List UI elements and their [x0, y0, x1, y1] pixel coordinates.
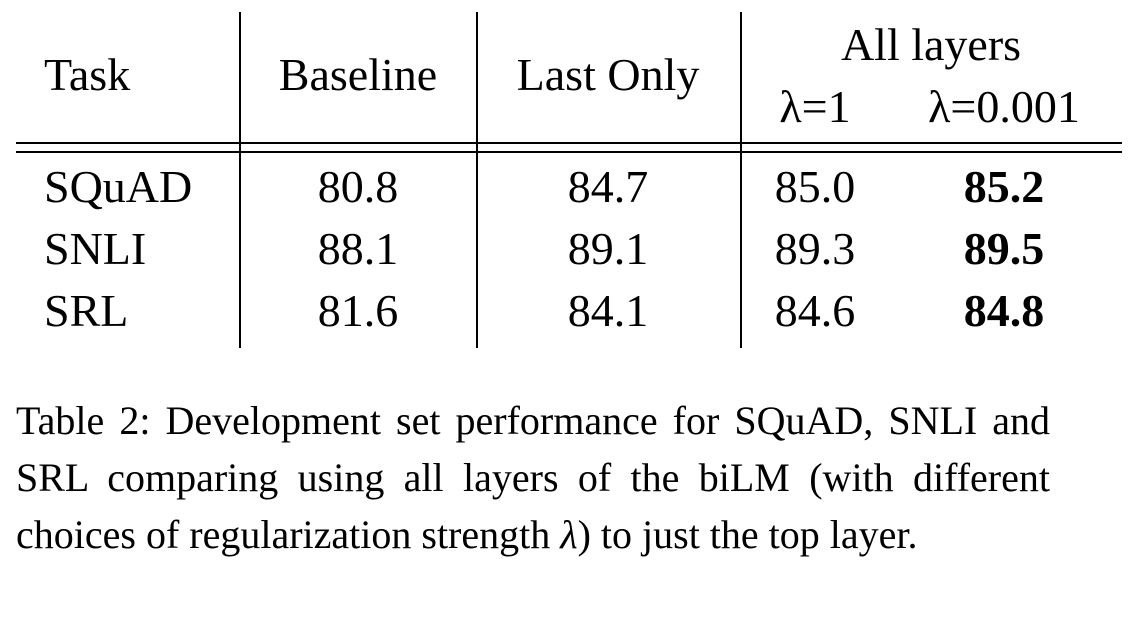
cell-lambda-1: 84.6	[774, 285, 856, 336]
caption-text-end: ) to just the top layer.	[577, 512, 918, 557]
header-last-only: Last Only	[516, 49, 700, 100]
caption-text: Development set performance for SQuAD, S…	[16, 398, 1051, 557]
header-lambda-1: λ=1	[779, 81, 851, 132]
header-baseline: Baseline	[278, 49, 438, 100]
header-rule-bottom	[16, 151, 1122, 153]
header-lambda-0001: λ=0.001	[928, 81, 1080, 132]
cell-lambda-0001-best: 89.5	[963, 223, 1045, 274]
cell-task: SRL	[44, 285, 129, 336]
caption-label: Table 2:	[16, 398, 151, 443]
cell-baseline: 81.6	[317, 285, 399, 336]
cell-baseline: 80.8	[317, 161, 399, 212]
cell-lambda-0001-best: 85.2	[963, 161, 1045, 212]
cell-baseline: 88.1	[317, 223, 399, 274]
header-rule-top	[16, 142, 1122, 144]
table-vertical-rule	[740, 12, 742, 348]
cell-task: SNLI	[44, 223, 147, 274]
cell-last-only: 89.1	[567, 223, 649, 274]
cell-lambda-0001-best: 84.8	[963, 285, 1045, 336]
cell-lambda-1: 89.3	[774, 223, 856, 274]
cell-lambda-1: 85.0	[774, 161, 856, 212]
table-vertical-rule	[239, 12, 241, 348]
cell-last-only: 84.7	[567, 161, 649, 212]
table-vertical-rule	[476, 12, 478, 348]
cell-last-only: 84.1	[567, 285, 649, 336]
header-task: Task	[44, 49, 131, 100]
header-all-layers: All layers	[840, 19, 1022, 70]
table-caption: Table 2: Development set performance for…	[16, 392, 1050, 563]
cell-task: SQuAD	[44, 161, 193, 212]
caption-lambda-symbol: λ	[560, 512, 578, 557]
